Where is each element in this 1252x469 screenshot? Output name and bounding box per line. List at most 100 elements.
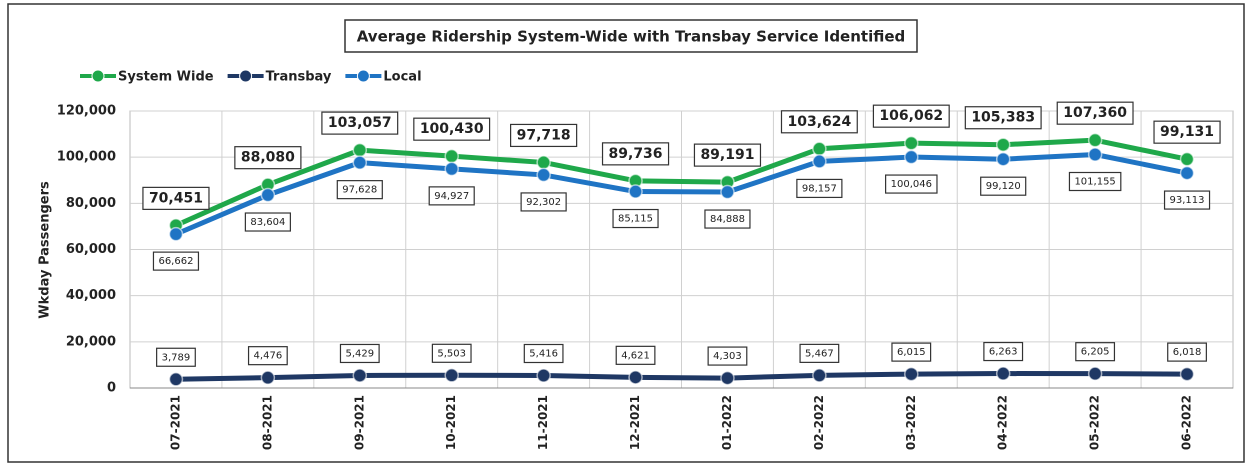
data-label-group: 83,604 <box>244 212 291 232</box>
data-label: 101,155 <box>1074 177 1115 188</box>
data-label: 103,624 <box>787 114 851 130</box>
data-label: 4,303 <box>713 351 742 362</box>
data-label: 84,888 <box>710 214 745 225</box>
chart-border <box>7 3 1245 463</box>
data-label-group: 103,624 <box>780 110 858 134</box>
point-marker <box>260 370 276 385</box>
point-marker <box>628 184 643 199</box>
data-label: 5,429 <box>345 348 374 359</box>
data-label-box <box>244 212 291 232</box>
data-label-box <box>152 251 200 271</box>
data-label-group: 3,789 <box>156 347 196 367</box>
x-tick-label: 06-2022 <box>1180 395 1194 450</box>
x-tick-label: 02-2022 <box>812 395 826 450</box>
data-label-group: 107,360 <box>1056 101 1134 125</box>
data-label-box <box>615 345 656 365</box>
data-label-box <box>885 174 938 194</box>
data-label-box <box>1163 190 1211 210</box>
data-label-box <box>601 142 670 166</box>
data-label-group: 105,383 <box>964 106 1042 130</box>
data-label-group: 99,131 <box>1153 120 1221 144</box>
data-label-group: 100,430 <box>413 117 491 141</box>
y-tick-label: 120,000 <box>57 104 116 119</box>
data-label-box <box>707 346 748 366</box>
legend-marker <box>356 69 370 83</box>
x-tick-label: 08-2021 <box>260 395 274 450</box>
point-marker <box>904 366 919 382</box>
data-label-box <box>336 180 383 200</box>
data-label: 3,789 <box>162 352 191 363</box>
point-marker <box>628 370 643 385</box>
point-marker <box>1179 151 1195 167</box>
point-marker <box>720 184 735 200</box>
data-label: 4,476 <box>254 351 283 362</box>
legend-label: Local <box>383 70 421 85</box>
data-label: 92,302 <box>526 197 561 208</box>
data-label-box <box>612 208 659 229</box>
data-label-box <box>523 343 564 364</box>
point-marker <box>352 155 368 170</box>
data-label: 6,263 <box>989 347 1018 358</box>
data-label-box <box>799 343 840 363</box>
data-label-box <box>872 104 950 128</box>
data-label: 98,157 <box>802 183 837 194</box>
data-label-box <box>428 186 475 206</box>
data-label: 100,430 <box>420 121 484 137</box>
data-label-group: 99,120 <box>980 176 1027 196</box>
data-label-group: 4,476 <box>247 346 288 366</box>
point-marker <box>444 148 459 164</box>
point-marker <box>995 151 1011 167</box>
data-label: 99,120 <box>986 181 1021 192</box>
point-marker <box>904 135 919 151</box>
data-label-group: 6,015 <box>891 342 932 362</box>
data-label: 107,360 <box>1063 105 1127 121</box>
data-label: 99,131 <box>1160 124 1214 140</box>
data-label: 6,015 <box>897 347 926 358</box>
y-tick-label: 0 <box>107 381 116 396</box>
point-marker <box>812 154 827 169</box>
data-label-box <box>964 106 1042 130</box>
data-label-group: 89,736 <box>601 142 670 166</box>
data-label: 93,113 <box>1170 195 1205 206</box>
y-tick-label: 100,000 <box>57 150 116 165</box>
y-axis-label: Wkday Passengers <box>38 181 53 319</box>
legend-label: System Wide <box>118 70 214 85</box>
point-marker <box>1179 165 1195 181</box>
data-label-box <box>520 192 567 212</box>
data-label-group: 85,115 <box>612 208 659 229</box>
data-label: 66,662 <box>158 256 193 267</box>
data-label: 6,205 <box>1081 347 1110 358</box>
data-label-box <box>980 176 1027 196</box>
x-tick-label: 01-2022 <box>720 395 734 450</box>
data-label: 83,604 <box>250 217 285 228</box>
data-label: 105,383 <box>971 110 1035 126</box>
point-marker <box>1087 366 1103 381</box>
data-label: 5,503 <box>437 348 466 359</box>
data-label: 97,718 <box>517 127 571 143</box>
data-label-group: 106,062 <box>872 104 950 128</box>
data-label-group: 89,191 <box>693 143 762 167</box>
data-label: 70,451 <box>149 190 203 206</box>
point-marker <box>536 368 551 383</box>
y-tick-label: 60,000 <box>66 242 116 257</box>
x-tick-label: 05-2022 <box>1088 395 1102 450</box>
data-label-box <box>413 117 491 141</box>
data-label-box <box>142 186 210 210</box>
series-line <box>175 371 1188 382</box>
series-line <box>174 137 1188 228</box>
data-label: 5,467 <box>805 348 834 359</box>
data-label: 97,628 <box>342 185 377 196</box>
data-label-group: 5,429 <box>339 343 380 364</box>
data-label: 89,191 <box>700 147 754 163</box>
data-label-group: 6,263 <box>983 341 1024 362</box>
point-marker <box>352 142 368 158</box>
data-label-box <box>704 209 751 229</box>
data-label-group: 84,888 <box>704 209 751 229</box>
x-tick-label: 09-2021 <box>352 395 366 450</box>
data-label: 103,057 <box>328 115 392 131</box>
x-tick-label: 07-2021 <box>168 395 182 450</box>
data-label-box <box>891 342 932 362</box>
point-marker <box>536 167 551 183</box>
point-marker <box>995 366 1011 381</box>
